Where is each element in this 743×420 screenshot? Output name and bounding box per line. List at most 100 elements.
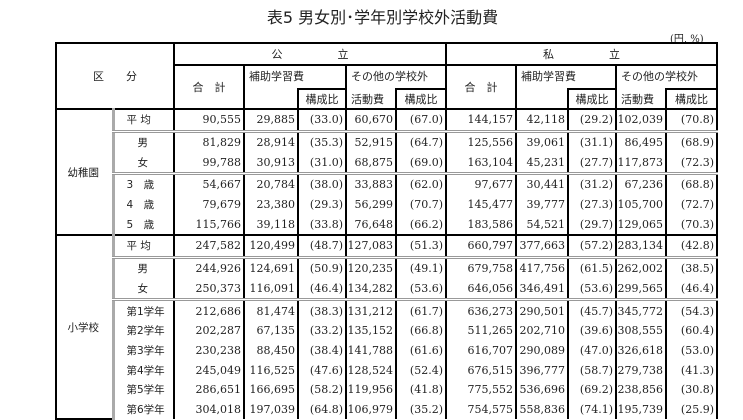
ratio-cell: (67.0) bbox=[396, 107, 447, 132]
amount-cell: 116,525 bbox=[243, 360, 299, 380]
row-label: 第1学年 bbox=[111, 298, 175, 321]
amount-cell: 299,565 bbox=[615, 278, 667, 300]
amount-cell: 119,956 bbox=[345, 379, 397, 400]
ratio-cell: (39.6) bbox=[568, 320, 617, 341]
ratio-cell: (68.9) bbox=[666, 129, 718, 153]
header-private-other-activity: 活動費 bbox=[615, 89, 666, 110]
amount-cell: 135,152 bbox=[345, 320, 397, 341]
ratio-cell: (47.6) bbox=[298, 360, 347, 380]
ratio-cell: (29.3) bbox=[298, 194, 347, 215]
amount-cell: 279,738 bbox=[615, 360, 667, 380]
amount-cell: 131,212 bbox=[345, 298, 397, 321]
amount-cell: 144,157 bbox=[445, 107, 517, 132]
row-label: 男 bbox=[111, 255, 175, 279]
ratio-cell: (45.7) bbox=[568, 298, 617, 321]
amount-cell: 45,231 bbox=[515, 152, 569, 174]
row-label: 女 bbox=[111, 278, 175, 300]
ratio-cell: (38.3) bbox=[298, 298, 347, 321]
ratio-cell: (64.8) bbox=[298, 399, 347, 420]
header-blank bbox=[515, 89, 568, 110]
ratio-cell: (72.7) bbox=[666, 194, 718, 215]
header-category: 区 分 bbox=[55, 42, 175, 110]
ratio-cell: (66.2) bbox=[396, 214, 447, 236]
amount-cell: 304,018 bbox=[173, 399, 245, 420]
ratio-cell: (69.0) bbox=[396, 152, 447, 174]
amount-cell: 30,913 bbox=[243, 152, 299, 174]
group-label: 小学校 bbox=[55, 234, 113, 420]
ratio-cell: (68.8) bbox=[666, 172, 718, 195]
ratio-cell: (33.2) bbox=[298, 320, 347, 341]
table-row: 幼稚園平 均 90,555 29,885 (33.0) 60,670 (67.0) 144,… bbox=[55, 107, 718, 237]
row-label: 4 歳 bbox=[111, 194, 175, 215]
ratio-cell: (70.7) bbox=[396, 194, 447, 215]
ratio-cell: (42.8) bbox=[666, 234, 718, 258]
ratio-cell: (35.2) bbox=[396, 399, 447, 420]
ratio-cell: (51.3) bbox=[396, 234, 447, 258]
ratio-cell: (25.9) bbox=[666, 399, 718, 420]
table-row: 男 81,829 28,914 (35.3) 52,915 (64.7) 125,556 39… bbox=[56, 129, 718, 153]
ratio-cell: (33.0) bbox=[298, 107, 347, 132]
amount-cell: 646,056 bbox=[445, 278, 517, 300]
header-private-tutoring: 補助学習費 bbox=[515, 64, 617, 89]
amount-cell: 345,772 bbox=[615, 298, 667, 321]
amount-cell: 511,265 bbox=[445, 320, 517, 341]
table-row: 第3学年 230,238 88,450 (38.4) 141,788 (61.6) 616,… bbox=[56, 340, 718, 361]
amount-cell: 116,091 bbox=[243, 278, 299, 300]
amount-cell: 23,380 bbox=[243, 194, 299, 215]
amount-cell: 134,282 bbox=[345, 278, 397, 300]
amount-cell: 39,118 bbox=[243, 214, 299, 236]
header-private-total: 合 計 bbox=[445, 64, 517, 110]
ratio-cell: (74.1) bbox=[568, 399, 617, 420]
unit-label: (円, %) bbox=[670, 34, 704, 45]
amount-cell: 105,700 bbox=[615, 194, 667, 215]
amount-cell: 290,089 bbox=[515, 340, 569, 361]
amount-cell: 286,651 bbox=[173, 379, 245, 400]
row-label: 平 均 bbox=[111, 107, 175, 132]
amount-cell: 283,134 bbox=[615, 234, 667, 258]
row-label: 第4学年 bbox=[111, 360, 175, 380]
ratio-cell: (29.7) bbox=[568, 214, 617, 236]
table-row: 4 歳 79,679 23,380 (29.3) 56,299 (70.7) 145,477… bbox=[56, 194, 718, 215]
amount-cell: 346,491 bbox=[515, 278, 569, 300]
table-row: 女 250,373 116,091 (46.4) 134,282 (53.6) 646,05… bbox=[56, 278, 718, 300]
amount-cell: 29,885 bbox=[243, 107, 299, 132]
amount-cell: 676,515 bbox=[445, 360, 517, 380]
amount-cell: 145,477 bbox=[445, 194, 517, 215]
amount-cell: 68,875 bbox=[345, 152, 397, 174]
ratio-cell: (57.2) bbox=[568, 234, 617, 258]
amount-cell: 195,739 bbox=[615, 399, 667, 420]
row-label: 平 均 bbox=[111, 234, 175, 258]
ratio-cell: (72.3) bbox=[666, 152, 718, 174]
ratio-cell: (60.4) bbox=[666, 320, 718, 341]
amount-cell: 163,104 bbox=[445, 152, 517, 174]
amount-cell: 660,797 bbox=[445, 234, 517, 258]
ratio-cell: (41.3) bbox=[666, 360, 718, 380]
table-row: 第6学年 304,018 197,039 (64.8) 106,979 (35.2) 754… bbox=[56, 399, 718, 420]
amount-cell: 81,474 bbox=[243, 298, 299, 321]
amount-cell: 308,555 bbox=[615, 320, 667, 341]
table-row: 女 99,788 30,913 (31.0) 68,875 (69.0) 163,104 45… bbox=[56, 152, 718, 174]
amount-cell: 245,049 bbox=[173, 360, 245, 380]
amount-cell: 244,926 bbox=[173, 255, 245, 279]
ratio-cell: (47.0) bbox=[568, 340, 617, 361]
table-row: 3 歳 54,667 20,784 (38.0) 33,883 (62.0) 97,677 3… bbox=[56, 172, 718, 195]
amount-cell: 39,777 bbox=[515, 194, 569, 215]
ratio-cell: (58.7) bbox=[568, 360, 617, 380]
amount-cell: 326,618 bbox=[615, 340, 667, 361]
row-label: 第6学年 bbox=[111, 399, 175, 420]
amount-cell: 212,686 bbox=[173, 298, 245, 321]
amount-cell: 67,236 bbox=[615, 172, 667, 195]
amount-cell: 54,667 bbox=[173, 172, 245, 195]
header-public-other-ratio: 構成比 bbox=[395, 88, 447, 110]
amount-cell: 54,521 bbox=[515, 214, 569, 236]
ratio-cell: (48.7) bbox=[298, 234, 347, 258]
amount-cell: 417,756 bbox=[515, 255, 569, 279]
ratio-cell: (66.8) bbox=[396, 320, 447, 341]
ratio-cell: (27.7) bbox=[568, 152, 617, 174]
row-label: 第5学年 bbox=[111, 379, 175, 400]
amount-cell: 754,575 bbox=[445, 399, 517, 420]
row-label: 3 歳 bbox=[111, 172, 175, 195]
table-row: 小学校平 均 247,582 120,499 (48.7) 127,083 (51.3) 6… bbox=[55, 234, 718, 420]
amount-cell: 616,707 bbox=[445, 340, 517, 361]
amount-cell: 127,083 bbox=[345, 234, 397, 258]
